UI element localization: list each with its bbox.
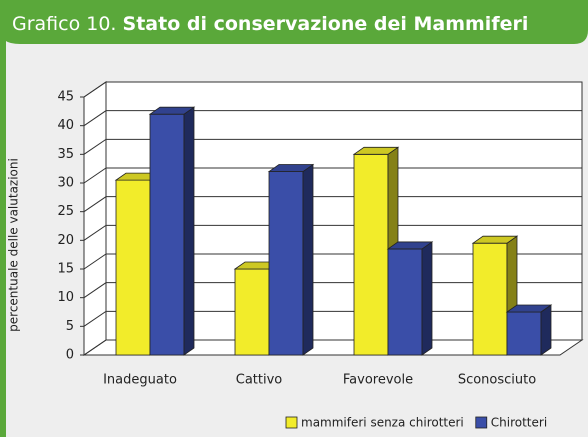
grid-line [83,196,582,213]
legend-swatch [285,416,298,429]
bar [386,241,434,356]
bar-face [352,146,400,155]
bar-face [540,304,552,356]
bar-face [148,106,196,115]
y-tick-label: 15 [57,262,74,277]
bar [267,163,315,356]
bar-face [386,241,434,250]
bar [148,106,196,356]
grid-line [83,138,582,155]
bar-face [472,242,508,356]
grid-line [83,224,582,241]
x-tick-label: Inadeguato [103,373,177,388]
bar-face [471,235,519,244]
bar-face [183,106,195,356]
bar-face [268,171,304,356]
y-tick-label: 35 [57,147,74,162]
y-tick-label: 45 [57,90,74,105]
y-tick-label: 20 [57,233,74,248]
bar-face [387,248,423,356]
bar-face [506,311,542,356]
y-tick-label: 40 [57,118,74,133]
y-axis-label: percentuale delle valutazioni [7,158,21,332]
chart-title: Grafico 10. Stato di conservazione dei M… [12,13,528,35]
y-tick-label: 25 [57,204,74,219]
header-bar [0,0,588,44]
y-tick-label: 0 [66,348,74,363]
bar-face [353,153,389,356]
legend-label: mammiferi senza chirotteri [301,416,464,430]
grid-line [83,167,582,184]
x-tick-label: Cattivo [236,373,283,388]
bar-face [302,163,314,356]
bar-face [505,304,553,313]
bar-face [421,241,433,356]
title-label: Grafico 10. [12,13,116,35]
y-tick-label: 30 [57,176,74,191]
bar-face [234,268,270,356]
legend-swatch [475,416,488,429]
left-border [0,30,6,437]
bar [505,304,553,356]
bar-face [149,113,185,356]
x-tick-label: Favorevole [343,373,413,388]
grid-line [83,81,582,98]
y-tick-label: 10 [57,290,74,305]
grid-line [83,110,582,127]
y-tick-label: 5 [66,319,74,334]
title-text: Stato di conservazione dei Mammiferi [123,13,529,35]
legend-label: Chirotteri [491,416,547,430]
x-tick-label: Sconosciuto [458,373,536,388]
bar-face [115,179,151,356]
bar-face [267,164,315,172]
